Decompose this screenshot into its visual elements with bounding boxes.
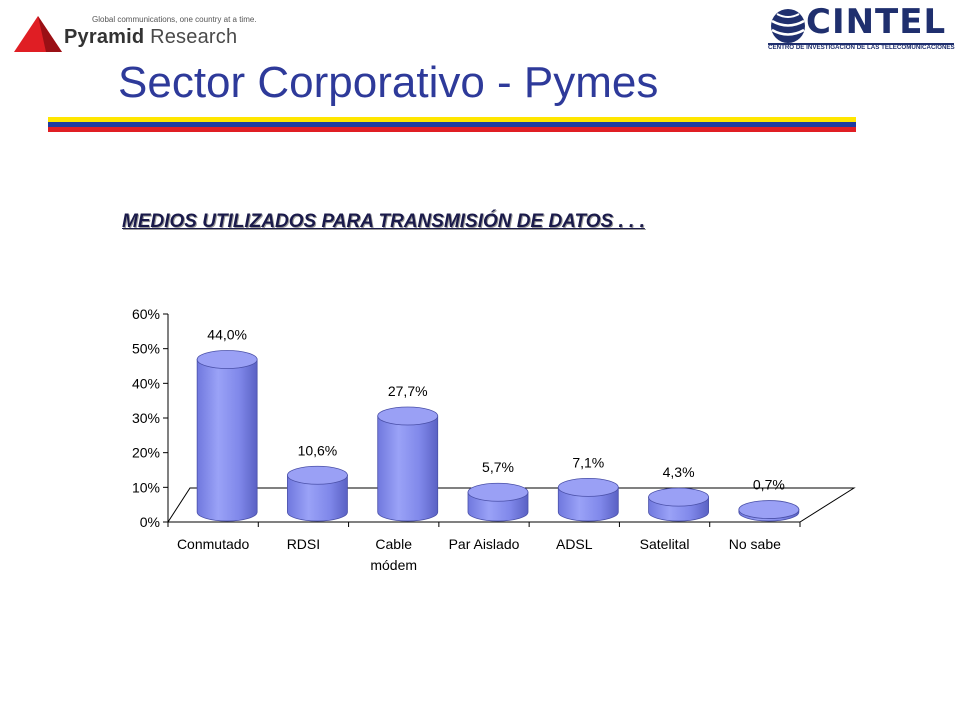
x-category-label: módem	[370, 557, 417, 573]
x-category-label: No sabe	[729, 536, 781, 552]
data-label: 27,7%	[388, 383, 428, 399]
bar-top	[738, 500, 800, 519]
x-category-label: ADSL	[556, 536, 593, 552]
chart-floor-outline	[167, 487, 856, 523]
cintel-name: CINTEL	[806, 2, 947, 42]
x-category-label: Conmutado	[177, 536, 250, 552]
data-label: 5,7%	[482, 459, 514, 475]
bar-top	[557, 477, 619, 497]
bar-body	[196, 359, 258, 522]
bar-top	[287, 465, 348, 485]
chart-title: MEDIOS UTILIZADOS PARA TRANSMISIÓN DE DA…	[122, 211, 645, 232]
bar-top	[467, 482, 529, 502]
flag-stripe-red	[48, 127, 856, 132]
cintel-globe-icon	[771, 9, 805, 43]
y-tick-label: 60%	[132, 306, 160, 322]
y-tick-label: 20%	[132, 445, 160, 461]
cintel-subtitle: CENTRO DE INVESTIGACION DE LAS TELECOMUN…	[768, 44, 955, 51]
slide-title: Sector Corporativo - Pymes	[118, 58, 659, 107]
flag-stripe-yellow	[48, 117, 856, 122]
y-axis: 0% 10% 20% 30% 40% 50% 60%	[132, 306, 801, 530]
bar-6	[738, 500, 800, 522]
y-tick-label: 40%	[132, 375, 160, 391]
bar-body	[557, 486, 619, 522]
flag-stripe-blue	[48, 122, 856, 127]
bar-top	[377, 406, 439, 426]
data-label: 4,3%	[663, 464, 695, 480]
data-label: 10,6%	[298, 442, 338, 458]
bar-top	[648, 487, 709, 507]
data-label: 44,0%	[207, 326, 247, 342]
bar-body	[377, 415, 439, 522]
bar-0	[196, 350, 258, 522]
bar-1	[287, 465, 348, 522]
chart-floor	[167, 487, 856, 523]
pyramid-brand-suffix: Research	[150, 26, 238, 48]
data-label: 7,1%	[572, 454, 604, 470]
bar-3	[467, 482, 529, 522]
cintel-logo	[768, 9, 954, 45]
chart-labels: Conmutado RDSI Cable módem Par Aislado ADSL Sa…	[177, 326, 785, 573]
x-category-label: Cable	[375, 536, 412, 552]
x-category-label: RDSI	[287, 536, 320, 552]
bar-5	[648, 487, 709, 522]
data-label: 0,7%	[753, 477, 785, 493]
pyramid-brand: Pyramid Research	[64, 26, 237, 49]
bar-body	[287, 474, 348, 522]
y-tick-label: 30%	[132, 410, 160, 426]
y-tick-label: 0%	[140, 514, 160, 530]
flag-stripes	[48, 117, 856, 132]
x-category-label: Par Aislado	[449, 536, 520, 552]
pyramid-tagline: Global communications, one country at a …	[92, 15, 257, 24]
bar-top	[196, 350, 258, 369]
x-category-label: Satelital	[640, 536, 690, 552]
y-tick-label: 10%	[132, 479, 160, 495]
bar-4	[557, 477, 619, 522]
pyramid-brand-bold: Pyramid	[64, 26, 145, 48]
bar-2	[377, 406, 439, 522]
bar-series	[196, 350, 800, 522]
y-tick-label: 50%	[132, 341, 160, 357]
pyramid-research-logo	[14, 16, 62, 52]
